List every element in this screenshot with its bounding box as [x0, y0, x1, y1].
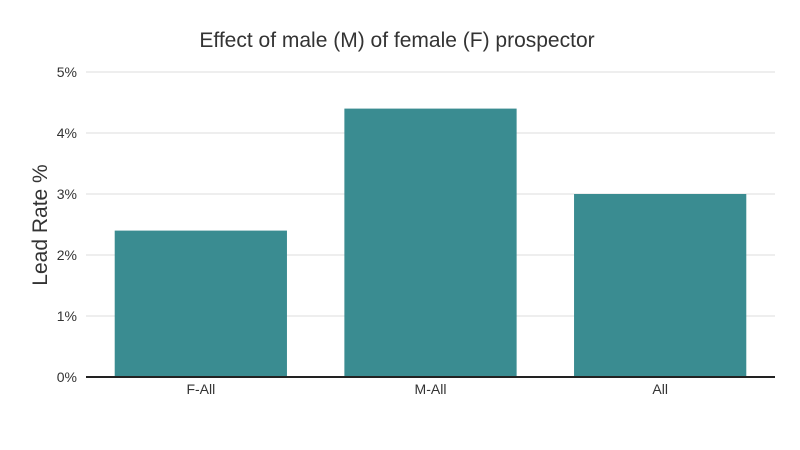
y-tick-labels: 0% 1% 2% 3% 4% 5%: [57, 64, 77, 385]
bar-f-all: [114, 230, 287, 377]
y-tick-label: 1%: [57, 308, 77, 324]
chart-title: Effect of male (M) of female (F) prospec…: [199, 29, 594, 52]
y-tick-label: 2%: [57, 247, 77, 263]
x-tick-labels: F-All M-All All: [186, 381, 668, 397]
x-tick-label: M-All: [415, 381, 447, 397]
bar-all: [574, 194, 747, 377]
y-tick-label: 0%: [57, 369, 77, 385]
bars: [114, 108, 747, 377]
bar-m-all: [344, 108, 517, 377]
y-tick-label: 4%: [57, 125, 77, 141]
y-tick-label: 5%: [57, 64, 77, 80]
y-tick-label: 3%: [57, 186, 77, 202]
y-axis-label: Lead Rate %: [29, 164, 52, 285]
x-tick-label: All: [652, 381, 668, 397]
x-tick-label: F-All: [186, 381, 215, 397]
